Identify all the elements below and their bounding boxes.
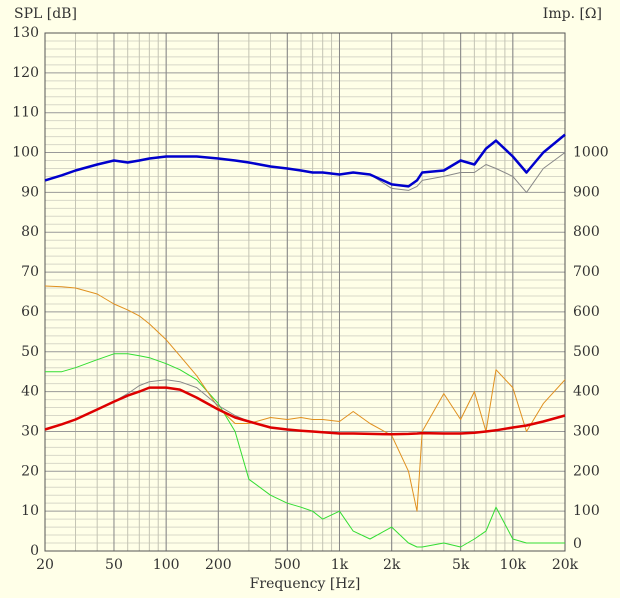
series-line: [45, 353, 565, 548]
x-tick-label: 500: [274, 557, 301, 573]
y-tick-label: 10: [21, 503, 39, 519]
y-tick-label: 80: [21, 224, 39, 240]
y2-tick-label: 400: [573, 384, 600, 400]
x-tick-label: 5k: [452, 557, 470, 573]
y-tick-label: 20: [21, 463, 39, 479]
y-tick-label: 90: [21, 184, 39, 200]
y-axis-label: SPL [dB]: [14, 6, 77, 22]
x-tick-label: 10k: [500, 557, 527, 573]
y2-tick-label: 800: [573, 224, 600, 240]
x-tick-label: 20k: [552, 557, 579, 573]
series-line: [44, 285, 566, 512]
y2-tick-label: 300: [573, 423, 600, 439]
y2-tick-label: 1000: [573, 145, 609, 161]
y2-tick-label: 900: [573, 184, 600, 200]
series-line: [44, 133, 566, 188]
x-tick-label: 50: [105, 557, 123, 573]
y-tick-label: 130: [12, 25, 39, 41]
x-axis-label: Frequency [Hz]: [250, 576, 361, 592]
y2-tick-label: 600: [573, 304, 600, 320]
y-tick-label: 0: [30, 543, 39, 559]
y2-axis-label: Imp. [Ω]: [543, 6, 602, 22]
y2-tick-label: 700: [573, 264, 600, 280]
x-tick-label: 200: [205, 557, 232, 573]
y-tick-label: 110: [12, 105, 39, 121]
y2-tick-label: 100: [573, 503, 600, 519]
y-tick-label: 70: [21, 264, 39, 280]
y-tick-label: 60: [21, 304, 39, 320]
y2-tick-label: 200: [573, 463, 600, 479]
y-tick-label: 120: [12, 65, 39, 81]
series-line: [44, 386, 566, 436]
y-tick-label: 30: [21, 423, 39, 439]
x-tick-label: 100: [153, 557, 180, 573]
plot-border: [44, 32, 566, 552]
y-tick-label: 40: [21, 384, 39, 400]
y2-tick-label: 0: [573, 536, 582, 552]
x-tick-label: 2k: [383, 557, 401, 573]
y2-tick-label: 500: [573, 344, 600, 360]
x-tick-label: 20: [36, 557, 54, 573]
y-tick-label: 50: [21, 344, 39, 360]
y-tick-label: 100: [12, 145, 39, 161]
x-tick-label: 1k: [331, 557, 349, 573]
